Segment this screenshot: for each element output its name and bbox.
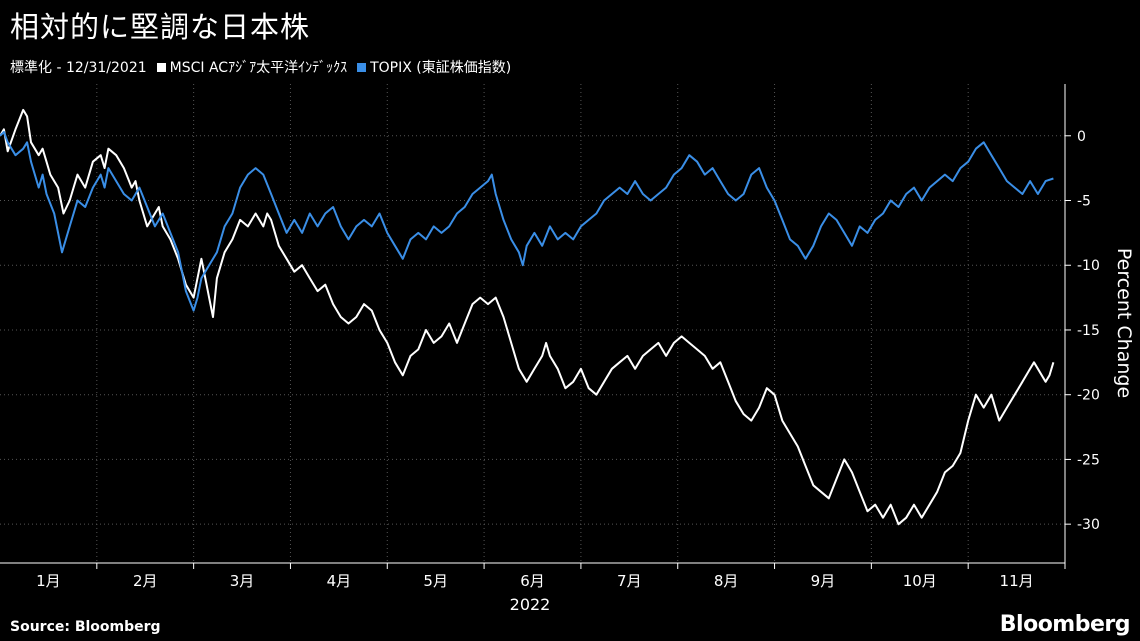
x-tick-label: 4月 [327,572,352,590]
x-tick-label: 10月 [903,572,937,590]
legend-swatch-topix [357,62,367,72]
x-tick-label: 9月 [811,572,836,590]
legend-item-msci: MSCI ACｱｼﾞｱ太平洋ｲﾝﾃﾞｯｸｽ [156,57,348,77]
x-axis: 1月 2月 3月 4月 5月 6月 7月 8月 9月 10月 11月 [0,562,1066,590]
legend-bar: 標準化 - 12/31/2021 MSCI ACｱｼﾞｱ太平洋ｲﾝﾃﾞｯｸｽ T… [10,57,511,77]
y-tick-label: -15 [1077,323,1100,339]
legend-item-topix: TOPIX (東証株価指数) [357,57,511,77]
legend-label-msci: MSCI ACｱｼﾞｱ太平洋ｲﾝﾃﾞｯｸｽ [169,60,348,76]
y-axis: 0 -5 -10 -15 -20 -25 -30 [1064,84,1100,563]
legend-swatch-msci [156,62,166,72]
x-tick-label: 8月 [714,572,739,590]
x-tick-label: 1月 [36,572,61,590]
x-tick-label: 5月 [423,572,448,590]
x-tick-label: 7月 [617,572,642,590]
series-group [0,108,1055,526]
x-axis-year-label: 2022 [510,595,551,614]
x-tick-label: 6月 [520,572,545,590]
x-tick-label: 11月 [1000,572,1034,590]
y-tick-label: -25 [1077,452,1100,468]
grid-lines [0,84,1066,563]
y-tick-label: -30 [1077,517,1100,533]
y-axis-label: Percent Change [1113,248,1135,398]
x-tick-label: 2月 [133,572,158,590]
series-line-topix [0,130,1054,312]
y-tick-label: -5 [1077,194,1091,210]
chart-title: 相対的に堅調な日本株 [10,10,311,44]
x-tick-label: 3月 [230,572,255,590]
y-tick-label: 0 [1077,129,1086,145]
normalized-label: 標準化 - 12/31/2021 [10,60,147,76]
y-tick-label: -20 [1077,388,1100,404]
legend-label-topix: TOPIX (東証株価指数) [370,60,512,76]
y-tick-label: -10 [1077,258,1100,274]
source-label: Source: Bloomberg [10,619,161,635]
series-line-msci [0,108,1055,526]
brand-logo-text: Bloomberg [999,612,1131,637]
